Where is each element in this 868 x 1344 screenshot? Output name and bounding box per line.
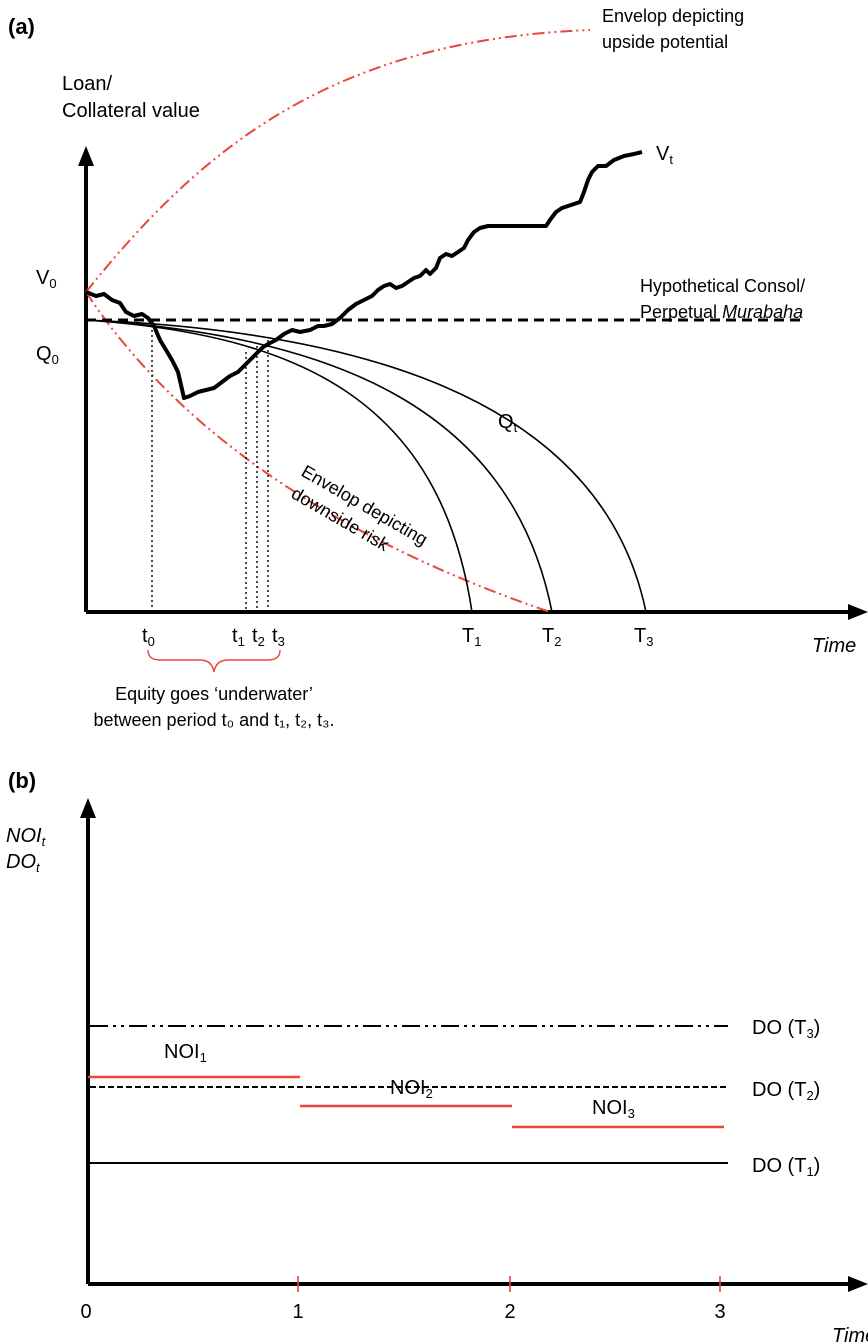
underwater-label-2: between period t₀ and t₁, t₂, t₃. bbox=[94, 710, 335, 730]
upside-label-1: Envelop depicting bbox=[602, 6, 744, 26]
t0-label: t0 bbox=[142, 625, 155, 649]
x-tick-label-0: 0 bbox=[80, 1301, 91, 1323]
noi2-label: NOI2 bbox=[390, 1077, 433, 1101]
v0-label: V0 bbox=[36, 267, 57, 291]
panel-a-x-label: Time bbox=[812, 635, 856, 657]
do-t1-label: DO (T1) bbox=[752, 1155, 820, 1179]
panel-b-x-arrow-icon bbox=[848, 1276, 868, 1292]
panel-a-x-arrow-icon bbox=[848, 604, 868, 620]
x-tick-label-3: 3 bbox=[714, 1301, 725, 1323]
panel-b-y-label-2: DOt bbox=[6, 851, 41, 875]
t1-label: t1 bbox=[232, 625, 245, 649]
downside-envelope-curve bbox=[85, 291, 551, 613]
x-tick-label-2: 2 bbox=[504, 1301, 515, 1323]
underwater-brace bbox=[147, 649, 281, 673]
panel-a-y-arrow-icon bbox=[78, 146, 94, 166]
qt-label: Qt bbox=[498, 411, 518, 435]
T1-label: T1 bbox=[462, 625, 481, 649]
T2-label: T2 bbox=[542, 625, 561, 649]
noi3-label: NOI3 bbox=[592, 1097, 635, 1121]
panel-b-y-arrow-icon bbox=[80, 798, 96, 818]
panel-a-y-label-2: Collateral value bbox=[62, 100, 200, 122]
t2-label: t2 bbox=[252, 625, 265, 649]
vt-path bbox=[85, 150, 643, 400]
panel-a-label: (a) bbox=[8, 14, 35, 39]
q-curve-t3 bbox=[85, 319, 647, 613]
panel-a-y-label-1: Loan/ bbox=[62, 73, 112, 95]
do-t2-label: DO (T2) bbox=[752, 1079, 820, 1103]
upside-envelope-curve bbox=[85, 29, 591, 293]
T3-label: T3 bbox=[634, 625, 653, 649]
t3-label: t3 bbox=[272, 625, 285, 649]
vt-label: Vt bbox=[656, 143, 673, 167]
panel-a: (a) Loan/ Collateral value Time V0 Q0 En… bbox=[8, 6, 868, 730]
underwater-label-1: Equity goes ‘underwater’ bbox=[115, 684, 313, 704]
consol-label-1: Hypothetical Consol/ bbox=[640, 276, 805, 296]
consol-label-2: Perpetual Murabaha bbox=[640, 302, 803, 322]
panel-b-y-label-1: NOIt bbox=[6, 825, 47, 849]
panel-b: (b) NOIt DOt Time 0 1 2 3 DO (T3) DO (T2… bbox=[6, 768, 868, 1344]
panel-b-label: (b) bbox=[8, 768, 36, 793]
q-curve-t1 bbox=[85, 319, 473, 613]
x-tick-label-1: 1 bbox=[292, 1301, 303, 1323]
upside-label-2: upside potential bbox=[602, 32, 728, 52]
do-t3-label: DO (T3) bbox=[752, 1017, 820, 1041]
q-curve-t2 bbox=[85, 319, 553, 613]
noi1-label: NOI1 bbox=[164, 1041, 207, 1065]
q0-label: Q0 bbox=[36, 343, 59, 367]
panel-b-x-label: Time bbox=[832, 1325, 868, 1344]
